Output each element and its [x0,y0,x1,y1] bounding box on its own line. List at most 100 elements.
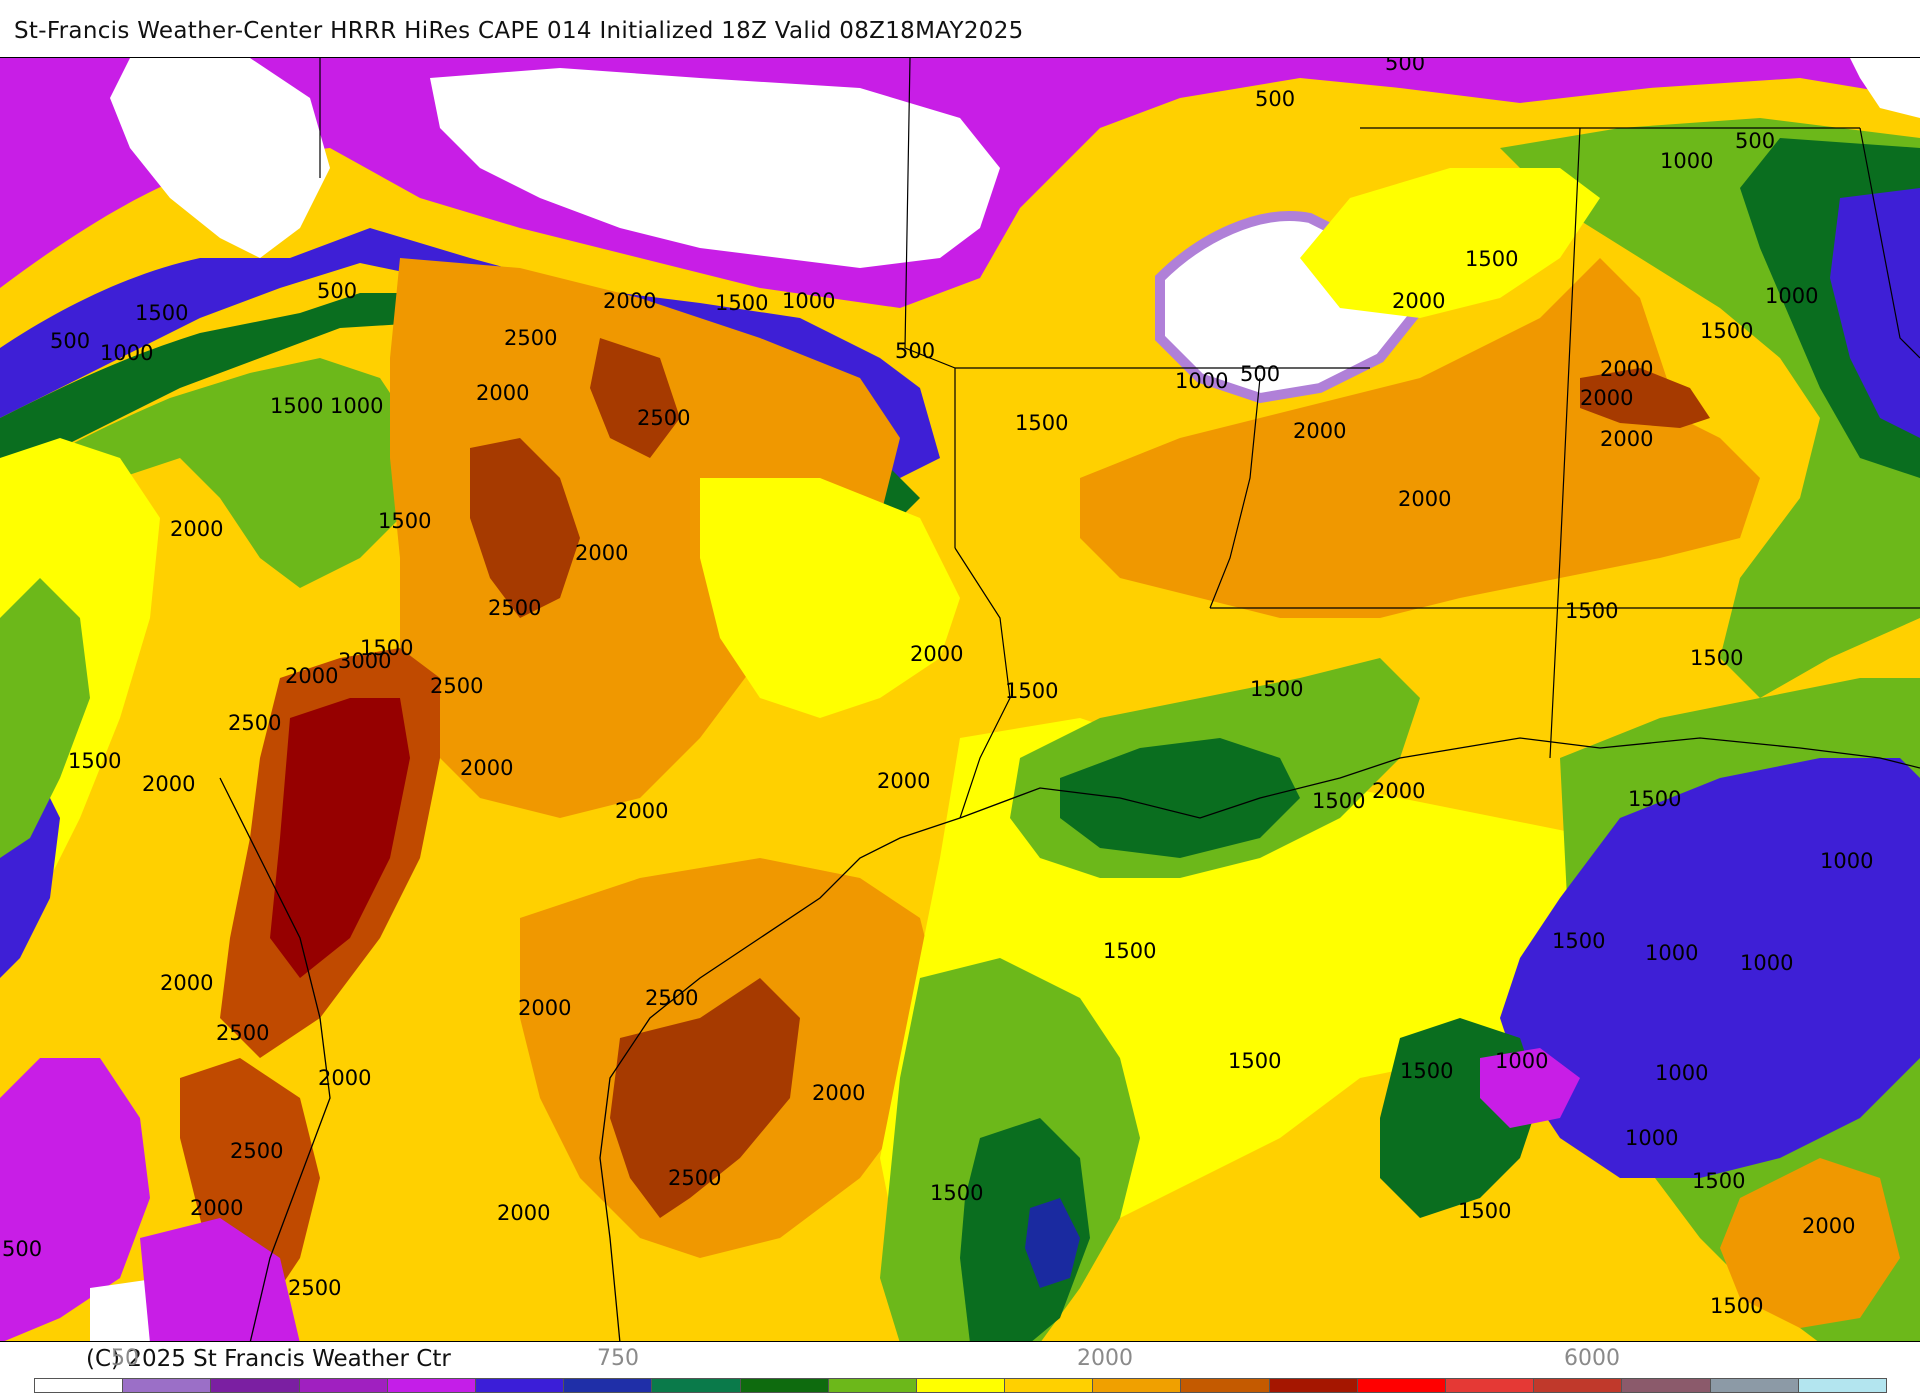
texas-coast [599,817,961,1341]
colorbar [34,1378,1887,1393]
contour-label: 2000 [812,1081,865,1105]
north-blue-band [0,228,940,478]
border-1 [904,58,956,548]
west-purple [0,1058,150,1341]
border-9 [1209,377,1261,609]
contour-label: 2500 [488,596,541,620]
west-green [0,578,90,858]
contour-label: 1500 [1400,1059,1453,1083]
contour-label: 1500 [1692,1169,1745,1193]
contour-label: 1500 [1700,319,1753,343]
contour-label: 500 [895,339,935,363]
contour-label: 2000 [1372,779,1425,803]
colorbar-swatch [828,1379,917,1392]
border-6 [1859,127,1920,359]
contour-label: 500 [317,279,357,303]
contour-label: 500 [1385,58,1425,75]
contour-label: 2000 [575,541,628,565]
contour-label: 500 [50,329,90,353]
colorbar-swatch [652,1379,741,1392]
mx-coast [219,777,331,1341]
contour-label: 2000 [615,799,668,823]
colorbar-swatch [740,1379,829,1392]
ne-orange [1080,258,1760,618]
cape-map-svg: 500 500 500 500 500 500 500 500 1000 100… [0,58,1920,1341]
colorbar-swatch [1534,1379,1623,1392]
lake-ne-white [1850,58,1920,118]
contour-label: 2000 [877,769,930,793]
contour-label: 1500 [1465,247,1518,271]
contour-label: 2000 [1398,487,1451,511]
contour-label: 2500 [216,1021,269,1045]
colorbar-swatch [564,1379,653,1392]
contour-label: 1500 [135,301,188,325]
contour-label: 2000 [170,517,223,541]
contour-label: 1500 [930,1181,983,1205]
contour-label: 1500 [1015,411,1068,435]
colorbar-swatch [475,1379,565,1392]
contour-label: 2000 [1293,419,1346,443]
colorbar-tick-label: 50 [111,1346,139,1371]
north-green-band [0,358,420,618]
contour-label: 2000 [603,289,656,313]
colorbar-swatch [1181,1379,1270,1392]
lake-michigan-white [430,68,1000,268]
contour-label: 1500 [1250,677,1303,701]
lake-west-white [110,58,330,258]
contour-label: 2000 [285,664,338,688]
colorbar-tick-label: 6000 [1564,1346,1620,1371]
contour-label: 2000 [1600,357,1653,381]
contour-label: 2500 [668,1166,721,1190]
contour-labels: 500 500 500 500 500 500 500 500 1000 100… [2,58,1873,1318]
central-brown-north [470,438,580,618]
contour-label: 2500 [288,1276,341,1300]
map-title: St-Francis Weather-Center HRRR HiRes CAP… [14,18,1024,44]
contour-label: 1500 [1458,1199,1511,1223]
copyright-text: (C) 2025 St Francis Weather Ctr [86,1346,451,1372]
gulf-coast [959,737,1920,819]
contour-label: 1500 [1005,679,1058,703]
colorbar-swatch [211,1379,300,1392]
gulf-blue-blob [1025,1198,1080,1288]
contour-label: 1000 [1495,1049,1548,1073]
contour-label: 500 [1240,362,1280,386]
contour-label: 1000 [100,341,153,365]
contour-label: 2000 [1600,427,1653,451]
colorbar-swatch [916,1379,1006,1392]
contour-label: 1500 [1628,787,1681,811]
cape-map: 500 500 500 500 500 500 500 500 1000 100… [0,57,1920,1342]
contour-label: 2500 [645,986,698,1010]
sw-magenta [140,1218,300,1341]
contour-label: 2500 [228,711,281,735]
contour-label: 2000 [910,642,963,666]
contour-label: 2500 [230,1139,283,1163]
colorbar-swatch [1798,1379,1886,1392]
se-magenta [1480,1048,1580,1128]
lake-east-purple-rim [1155,211,1426,404]
border-7 [954,547,1011,819]
contour-label: 1000 [1660,149,1713,173]
south-brown [610,978,800,1218]
contour-label: 500 [2,1237,42,1261]
contour-label: 1500 [1312,789,1365,813]
contour-label: 2000 [460,756,513,780]
contour-label: 1500 [1565,599,1618,623]
se-orange [1720,1158,1900,1328]
footer: (C) 2025 St Francis Weather Ctr 50 750 2… [0,1342,1920,1400]
contour-label: 1000 [1765,284,1818,308]
contour-label: 1000 [1625,1126,1678,1150]
contour-label: 1500 [1228,1049,1281,1073]
colorbar-swatch [299,1379,388,1392]
contour-label: 2500 [430,674,483,698]
contour-label: 2000 [318,1066,371,1090]
contour-label: 500 [1255,87,1295,111]
gulf-dark-green [960,1118,1090,1341]
central-yellow [700,478,960,718]
central-dark-red [270,698,410,978]
contour-label: 1500 [1552,929,1605,953]
contour-label: 2000 [190,1196,243,1220]
se-blue [1500,758,1920,1178]
contour-label: 1000 [330,394,383,418]
state-borders [319,58,1920,819]
contour-label: 2000 [476,381,529,405]
